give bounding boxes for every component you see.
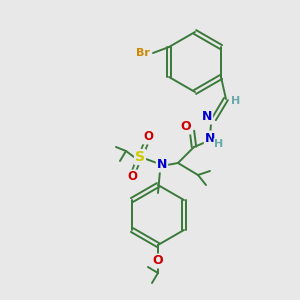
Text: H: H [231,96,241,106]
Text: N: N [202,110,212,124]
Text: O: O [181,121,191,134]
Text: N: N [157,158,167,172]
Text: N: N [205,131,215,145]
Text: H: H [214,139,224,149]
Text: S: S [135,150,145,164]
Text: O: O [127,170,137,184]
Text: O: O [153,254,163,268]
Text: Br: Br [136,48,150,58]
Text: O: O [143,130,153,143]
